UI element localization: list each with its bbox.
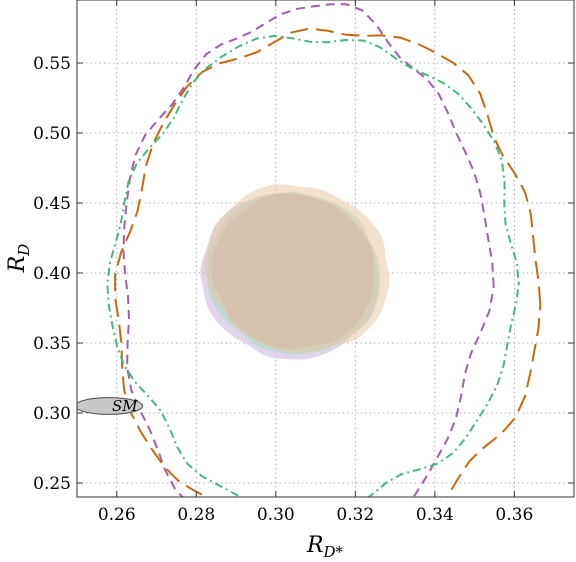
x-axis-label: RD* — [306, 533, 344, 561]
x-tick-label-4: 0.34 — [416, 505, 454, 525]
x-tick-label-2: 0.30 — [257, 505, 295, 525]
x-axis-label-main: R — [306, 533, 324, 558]
x-tick-label-0: 0.26 — [98, 505, 136, 525]
y-tick-label-3: 0.40 — [33, 264, 71, 284]
contour-line-0 — [122, 3, 495, 497]
x-tick-label-1: 0.28 — [177, 505, 215, 525]
y-tick-label-0: 0.25 — [33, 474, 71, 494]
contour-line-2 — [106, 34, 520, 497]
y-tick-label-5: 0.50 — [33, 124, 71, 144]
x-tick-label-5: 0.36 — [495, 505, 533, 525]
y-axis-label: RD — [5, 244, 33, 274]
y-tick-label-2: 0.35 — [33, 334, 71, 354]
y-tick-label-6: 0.55 — [33, 54, 71, 74]
filled-region-3 — [211, 192, 374, 350]
plot-area: SM — [77, 3, 542, 497]
ticks — [77, 0, 574, 497]
filled-regions — [200, 184, 390, 360]
sm-ellipse — [77, 397, 144, 415]
y-tick-label-1: 0.30 — [33, 404, 71, 424]
y-axis-label-main: R — [5, 256, 30, 274]
contour-line-1 — [114, 27, 542, 497]
contour-lines — [106, 3, 542, 497]
y-tick-label-4: 0.45 — [33, 194, 71, 214]
y-axis-label-sub: D — [15, 244, 33, 257]
x-tick-label-3: 0.32 — [336, 505, 374, 525]
tick-labels: 0.26 0.28 0.30 0.32 0.34 0.36 0.25 0.30 0.35 0.40… — [33, 54, 533, 525]
sm-point-group: SM — [77, 397, 144, 415]
x-axis-label-sub: D* — [323, 543, 344, 561]
plot-frame — [76, 0, 575, 498]
sm-label: SM — [112, 397, 138, 415]
